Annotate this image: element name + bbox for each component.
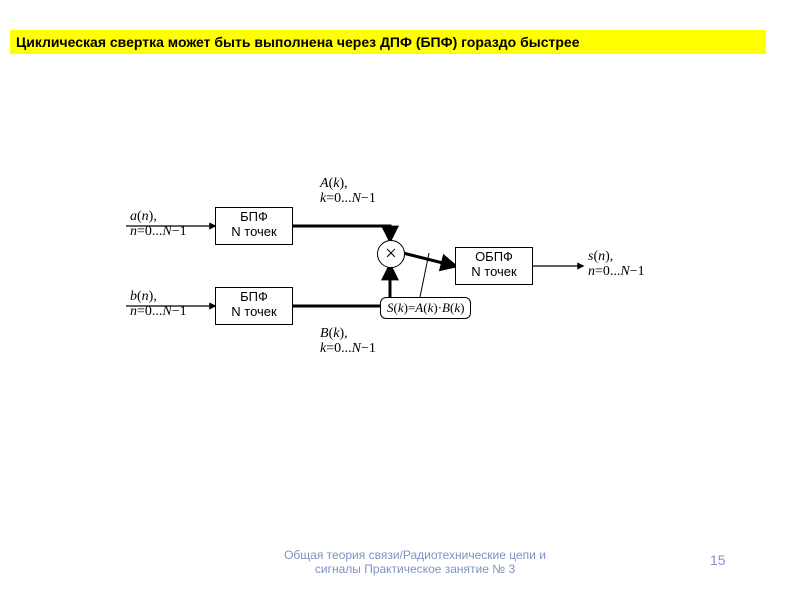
label-s_out: s(n),n=0...N−1 [588, 249, 645, 280]
label-A_out: A(k),k=0...N−1 [320, 176, 376, 207]
fft-a-line1: БПФ [216, 210, 292, 225]
page-number: 15 [710, 552, 726, 568]
product-callout: S(k)=A(k)·B(k) [380, 297, 471, 319]
ifft-line1: ОБПФ [456, 250, 532, 265]
multiplier-node: × [377, 240, 405, 268]
fft-b-line2: N точек [216, 305, 292, 320]
footer-caption: Общая теория связи/Радиотехнические цепи… [265, 548, 565, 576]
label-a_in: a(n),n=0...N−1 [130, 209, 187, 240]
fft-b-block: БПФN точек [215, 287, 293, 325]
fft-b-line1: БПФ [216, 290, 292, 305]
label-b_in: b(n),n=0...N−1 [130, 289, 187, 320]
ifft-block: ОБПФN точек [455, 247, 533, 285]
fft-a-block: БПФN точек [215, 207, 293, 245]
ifft-line2: N точек [456, 265, 532, 280]
label-B_out: B(k),k=0...N−1 [320, 326, 376, 357]
fft-a-line2: N точек [216, 225, 292, 240]
